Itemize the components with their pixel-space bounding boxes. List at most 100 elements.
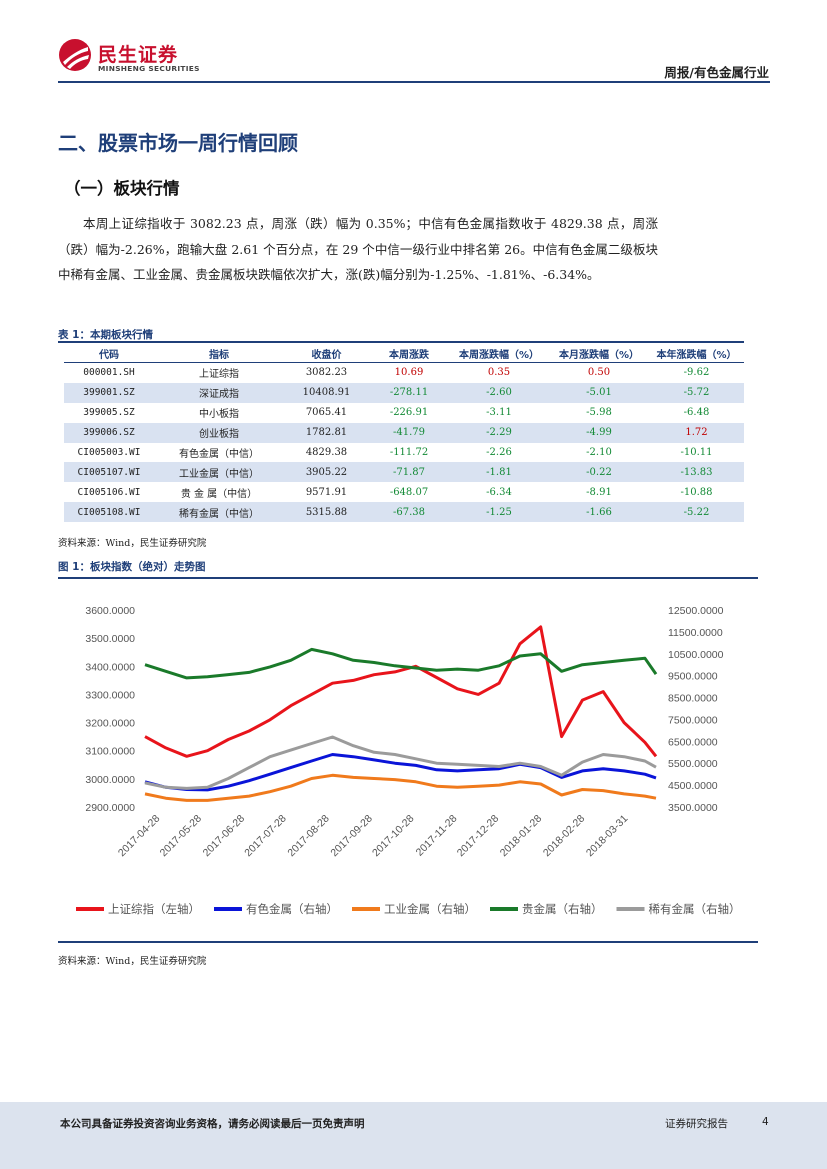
- y-left-tick-label: 3000.0000: [85, 774, 135, 786]
- figure-top-rule: [58, 577, 758, 579]
- y-left-tick-label: 3500.0000: [85, 633, 135, 645]
- y-right-tick-label: 3500.0000: [668, 802, 718, 814]
- figure-caption: 图 1：板块指数（绝对）走势图: [58, 561, 206, 573]
- x-tick-label: 2017-05-28: [158, 813, 205, 860]
- page-header: 民生证券 MINSHENG SECURITIES 周报/有色金属行业: [0, 0, 827, 84]
- cell-index: 工业金属（中信）: [154, 462, 284, 483]
- table-source: 资料来源：Wind，民生证券研究院: [58, 538, 207, 549]
- x-tick-label: 2017-04-28: [116, 813, 163, 860]
- y-left-tick-label: 3600.0000: [85, 605, 135, 617]
- cell-week-change: 10.69: [394, 367, 424, 379]
- y-right-tick-label: 10500.0000: [668, 649, 724, 661]
- series-line: [144, 625, 658, 758]
- series-line: [144, 735, 657, 790]
- table-row: CI005107.WI 工业金属（中信） 3905.22 -71.87 -1.8…: [64, 462, 744, 483]
- cell-month-pct: -1.66: [549, 502, 649, 523]
- col-header-year-pct: 本年涨跌幅（%）: [649, 344, 744, 363]
- footer-disclaimer: 本公司具备证券投资咨询业务资格，请务必阅读最后一页免责声明: [60, 1118, 365, 1130]
- cell-close: 4829.38: [305, 447, 348, 458]
- y-right-tick-label: 6500.0000: [668, 736, 718, 748]
- cell-close: 9571.91: [305, 486, 348, 498]
- y-left-tick-label: 3100.0000: [85, 746, 135, 758]
- cell-week-pct: -1.81: [449, 462, 549, 483]
- x-tick-label: 2018-01-28: [498, 813, 545, 860]
- series-line: [144, 753, 657, 792]
- cell-code: CI005107.WI: [64, 462, 154, 483]
- cell-close: 7065.41: [305, 407, 348, 419]
- legend-label: 贵金属（右轴）: [522, 902, 603, 916]
- cell-code: CI005108.WI: [64, 502, 154, 523]
- table-row: 000001.SH 上证综指 3082.23 10.69 0.35 0.50 -…: [64, 363, 744, 383]
- cell-month-pct: -5.98: [586, 407, 612, 419]
- table-header-row: 代码 指标 收盘价 本周涨跌 本周涨跌幅（%） 本月涨跌幅（%） 本年涨跌幅（%…: [64, 344, 744, 363]
- cell-week-pct: -1.25: [449, 502, 549, 523]
- section-title: 二、股票市场一周行情回顾: [58, 131, 298, 155]
- cell-index: 稀有金属（中信）: [154, 502, 284, 523]
- x-tick-label: 2017-06-28: [201, 813, 248, 860]
- cell-week-change: -41.79: [369, 422, 449, 443]
- cell-week-change: -67.38: [369, 502, 449, 523]
- cell-year-pct: -10.11: [680, 447, 713, 458]
- y-right-tick-label: 4500.0000: [668, 780, 718, 792]
- y-left-tick-label: 2900.0000: [85, 802, 135, 814]
- y-left-tick-label: 3200.0000: [85, 718, 135, 730]
- page-number: 4: [762, 1116, 769, 1128]
- table-row: CI005003.WI 有色金属（中信） 4829.38 -111.72 -2.…: [64, 443, 744, 463]
- cell-close: 3905.22: [284, 462, 369, 483]
- cell-close: 3082.23: [305, 367, 348, 379]
- cell-month-pct: -2.10: [586, 447, 612, 458]
- cell-week-change: -648.07: [389, 486, 429, 498]
- y-right-tick-label: 12500.0000: [668, 605, 724, 617]
- cell-week-change: -111.72: [389, 447, 429, 458]
- page-footer: 本公司具备证券投资咨询业务资格，请务必阅读最后一页免责声明 证券研究报告 4: [0, 1102, 827, 1169]
- cell-index: 上证综指: [199, 369, 239, 381]
- table-top-rule: [58, 341, 744, 343]
- cell-week-pct: -2.26: [486, 447, 512, 458]
- report-type: 周报/有色金属行业: [664, 65, 769, 80]
- table-row: 399006.SZ 创业板指 1782.81 -41.79 -2.29 -4.9…: [64, 422, 744, 443]
- cell-close: 5315.88: [284, 502, 369, 523]
- x-tick-label: 2017-10-28: [370, 813, 417, 860]
- footer-report-label: 证券研究报告: [665, 1118, 728, 1130]
- table-row: CI005108.WI 稀有金属（中信） 5315.88 -67.38 -1.2…: [64, 502, 744, 523]
- cell-week-pct: -6.34: [486, 486, 512, 498]
- cell-index: 贵 金 属（中信）: [180, 488, 258, 500]
- subsection-title: （一）板块行情: [64, 179, 180, 198]
- x-tick-label: 2017-11-28: [414, 813, 460, 859]
- cell-index: 深证成指: [154, 382, 284, 403]
- col-header-week-pct: 本周涨跌幅（%）: [449, 344, 549, 363]
- minsheng-logo-icon: [59, 39, 91, 71]
- col-header-month-pct: 本月涨跌幅（%）: [549, 344, 649, 363]
- y-left-tick-label: 3400.0000: [85, 661, 135, 673]
- x-tick-label: 2017-08-28: [285, 813, 332, 860]
- cell-year-pct: -9.62: [683, 367, 710, 379]
- x-tick-label: 2017-09-28: [328, 813, 375, 860]
- y-right-tick-label: 11500.0000: [668, 627, 723, 639]
- y-right-tick-label: 5500.0000: [668, 758, 718, 770]
- x-tick-label: 2017-07-28: [242, 813, 289, 860]
- logo-chinese-name: 民生证券: [98, 44, 179, 66]
- cell-code: 000001.SH: [83, 367, 135, 379]
- table-row: 399001.SZ 深证成指 10408.91 -278.11 -2.60 -5…: [64, 382, 744, 403]
- col-header-index: 指标: [154, 344, 284, 363]
- legend-label: 稀有金属（右轴）: [649, 902, 741, 916]
- x-tick-label: 2018-02-28: [541, 813, 588, 860]
- y-right-tick-label: 7500.0000: [668, 714, 718, 726]
- y-right-tick-label: 9500.0000: [668, 671, 718, 683]
- legend-label: 工业金属（右轴）: [384, 902, 476, 916]
- col-header-week-change: 本周涨跌: [369, 344, 449, 363]
- y-right-tick-label: 8500.0000: [668, 693, 718, 705]
- cell-year-pct: -5.22: [649, 502, 744, 523]
- series-line: [144, 773, 657, 802]
- company-logo: 民生证券 MINSHENG SECURITIES: [58, 38, 208, 78]
- figure-bottom-rule: [58, 941, 758, 943]
- summary-paragraph: 本周上证综指收于 3082.23 点，周涨（跌）幅为 0.35%；中信有色金属指…: [58, 211, 658, 288]
- cell-code: 399006.SZ: [64, 422, 154, 443]
- cell-week-change: -71.87: [369, 462, 449, 483]
- header-divider: [58, 81, 770, 83]
- x-tick-label: 2018-03-31: [584, 813, 631, 860]
- cell-week-pct: -2.29: [449, 422, 549, 443]
- cell-year-pct: -5.72: [649, 382, 744, 403]
- series-line: [144, 647, 658, 680]
- col-header-code: 代码: [64, 344, 154, 363]
